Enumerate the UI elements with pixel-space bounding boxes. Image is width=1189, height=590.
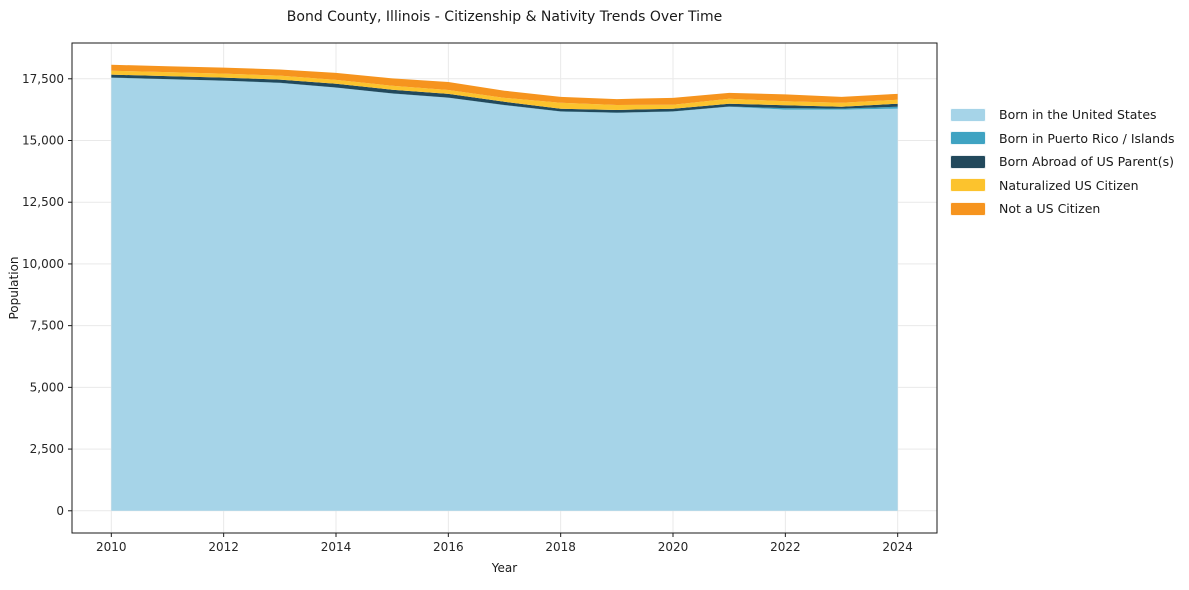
legend-item-naturalized: Naturalized US Citizen xyxy=(950,174,1175,198)
y-tick-label: 5,000 xyxy=(30,380,64,394)
y-tick-label: 0 xyxy=(56,504,64,518)
legend-item-puerto-rico: Born in Puerto Rico / Islands xyxy=(950,127,1175,151)
x-tick-label: 2022 xyxy=(770,540,801,554)
legend-item-not-citizen: Not a US Citizen xyxy=(950,197,1175,221)
y-tick-label: 12,500 xyxy=(22,195,64,209)
y-tick-label: 15,000 xyxy=(22,134,64,148)
y-tick-label: 17,500 xyxy=(22,72,64,86)
x-tick-label: 2016 xyxy=(433,540,464,554)
y-tick-label: 2,500 xyxy=(30,442,64,456)
legend-label-born-us: Born in the United States xyxy=(999,107,1157,123)
x-tick-label: 2024 xyxy=(882,540,913,554)
legend-swatch-puerto-rico xyxy=(950,131,986,146)
area-series-2 xyxy=(111,74,898,113)
x-tick-label: 2014 xyxy=(321,540,352,554)
legend-label-not-citizen: Not a US Citizen xyxy=(999,201,1101,217)
area-series-3 xyxy=(111,70,898,110)
legend-swatch-naturalized xyxy=(950,178,986,193)
x-tick-label: 2012 xyxy=(208,540,239,554)
y-tick-label: 10,000 xyxy=(22,257,64,271)
area-series-0 xyxy=(111,77,898,511)
legend-swatch-born-abroad xyxy=(950,154,986,169)
legend-swatch-not-citizen xyxy=(950,201,986,216)
legend-label-puerto-rico: Born in Puerto Rico / Islands xyxy=(999,130,1175,146)
legend-label-born-abroad: Born Abroad of US Parent(s) xyxy=(999,154,1174,170)
legend-swatch-born-us xyxy=(950,107,986,122)
legend-item-born-us: Born in the United States xyxy=(950,103,1175,127)
x-tick-label: 2010 xyxy=(96,540,127,554)
legend-label-naturalized: Naturalized US Citizen xyxy=(999,177,1139,193)
x-tick-label: 2018 xyxy=(545,540,576,554)
area-series-4 xyxy=(111,64,898,106)
axes-frame xyxy=(71,42,938,534)
x-axis-label: Year xyxy=(491,561,518,575)
x-tick-label: 2020 xyxy=(658,540,689,554)
legend: Born in the United States Born in Puerto… xyxy=(950,103,1175,221)
legend-item-born-abroad: Born Abroad of US Parent(s) xyxy=(950,150,1175,174)
chart-title: Bond County, Illinois - Citizenship & Na… xyxy=(286,9,723,25)
y-tick-label: 7,500 xyxy=(30,319,64,333)
area-series-1 xyxy=(111,77,898,113)
